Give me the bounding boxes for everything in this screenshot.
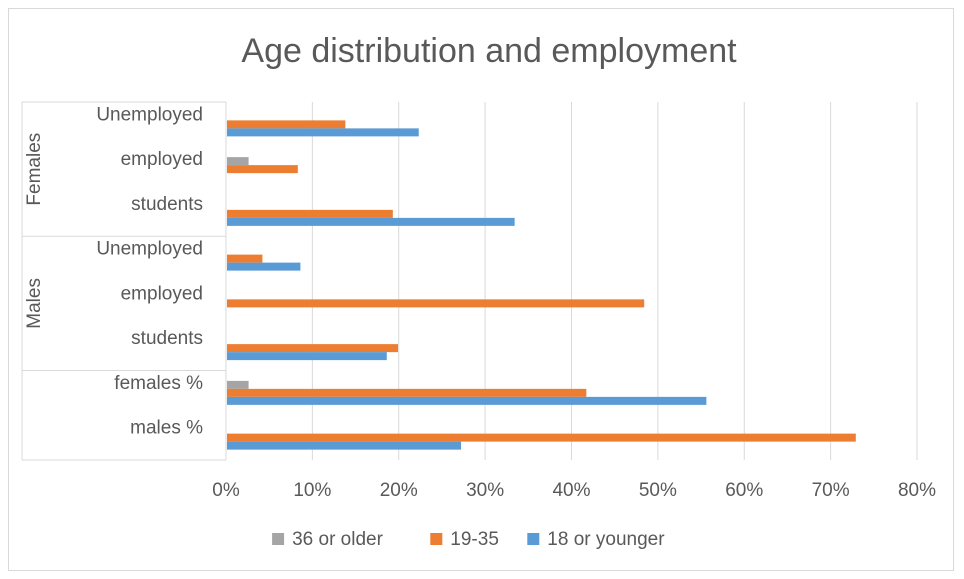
category-label: males % [130, 418, 203, 439]
bars [227, 120, 856, 450]
x-tick-label: 60% [725, 480, 763, 501]
x-tick-label: 10% [293, 480, 331, 501]
x-tick-label: 0% [212, 480, 240, 501]
bar [227, 217, 515, 226]
bar [227, 262, 301, 271]
bar [227, 388, 587, 397]
bar [227, 380, 249, 389]
legend-swatch [272, 533, 285, 545]
bar [227, 352, 387, 361]
bar [227, 254, 263, 263]
x-tick-label: 20% [380, 480, 418, 501]
category-label: students [131, 194, 203, 215]
x-tick-label: 30% [466, 480, 504, 501]
gridlines [311, 102, 918, 460]
bar [227, 128, 419, 137]
bar [227, 396, 707, 405]
bar [227, 344, 399, 353]
bar [227, 165, 298, 174]
category-label: Unemployed [96, 239, 203, 260]
bar [227, 157, 249, 166]
group-label: Females [24, 133, 45, 206]
bar [227, 441, 462, 450]
legend-label: 36 or older [292, 529, 384, 550]
x-tick-label: 80% [898, 480, 936, 501]
legend-swatch [527, 533, 540, 545]
legend: 36 or older 19-35 18 or younger [272, 529, 665, 550]
bar [227, 120, 346, 129]
category-axis: Unemployed employed students Females Unemplo… [21, 101, 227, 461]
x-axis-ticks: 0% 10% 20% 30% 40% 50% 60% 70% 80% [212, 480, 936, 501]
chart-title: Age distribution and employment [241, 32, 737, 70]
category-label: students [131, 328, 203, 349]
x-tick-label: 70% [812, 480, 850, 501]
bar [227, 433, 856, 442]
legend-swatch [430, 533, 443, 545]
legend-label: 18 or younger [547, 529, 665, 550]
category-label: females % [114, 373, 203, 394]
group-label: Males [24, 278, 45, 329]
x-tick-label: 50% [639, 480, 677, 501]
x-tick-label: 40% [552, 480, 590, 501]
category-label: employed [121, 283, 203, 304]
legend-label: 19-35 [450, 529, 499, 550]
bar [227, 299, 645, 308]
category-label: employed [121, 149, 203, 170]
category-label: Unemployed [96, 104, 203, 125]
bar [227, 209, 393, 218]
